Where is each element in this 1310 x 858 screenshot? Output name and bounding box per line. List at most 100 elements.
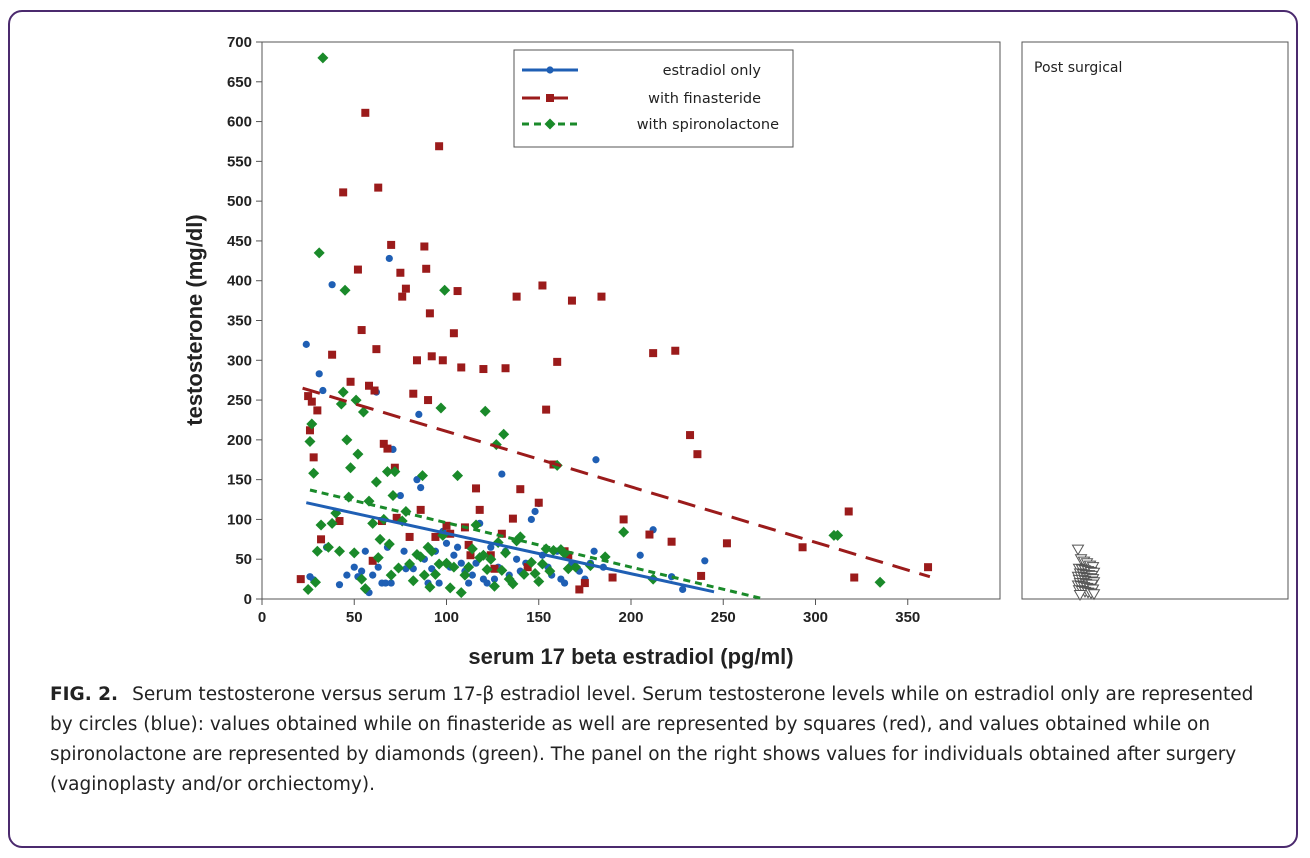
point-diamond-53 xyxy=(441,557,452,569)
y-tick-label-100: 100 xyxy=(227,511,252,528)
point-square-16 xyxy=(370,386,379,395)
x-tick-label-50: 50 xyxy=(346,609,363,626)
point-diamond-7 xyxy=(315,519,327,531)
x-tick-label-200: 200 xyxy=(618,609,643,626)
point-diamond-65 xyxy=(481,564,493,576)
point-diamond-31 xyxy=(381,466,393,478)
point-square-46 xyxy=(464,540,473,549)
point-diamond-95 xyxy=(832,529,844,541)
point-square-52 xyxy=(490,564,499,573)
point-diamond-54 xyxy=(444,582,456,594)
point-square-2 xyxy=(305,426,314,435)
point-diamond-70 xyxy=(496,564,508,576)
point-square-30 xyxy=(412,356,421,365)
point-square-50 xyxy=(479,365,488,374)
point-square-34 xyxy=(424,396,433,405)
point-diamond-29 xyxy=(374,533,386,545)
point-square-37 xyxy=(431,532,440,541)
point-square-83 xyxy=(924,563,933,572)
point-square-32 xyxy=(420,242,429,251)
point-diamond-61 xyxy=(470,519,482,531)
y-tick-label-200: 200 xyxy=(227,432,252,449)
y-axis-label: testosterone (mg/dl) xyxy=(182,214,207,425)
point-circle-14 xyxy=(369,571,377,579)
point-circle-61 xyxy=(531,507,539,516)
point-circle-8 xyxy=(343,571,351,579)
point-circle-73 xyxy=(590,547,598,555)
point-diamond-28 xyxy=(372,552,384,564)
point-circle-29 xyxy=(413,476,421,484)
point-circle-7 xyxy=(335,581,344,589)
point-circle-68 xyxy=(560,579,569,587)
point-circle-18 xyxy=(382,579,390,587)
y-tick-label-50: 50 xyxy=(235,551,252,568)
point-diamond-8 xyxy=(317,52,329,64)
y-tick-label-400: 400 xyxy=(227,273,252,290)
point-diamond-2 xyxy=(306,418,318,430)
point-square-35 xyxy=(425,309,434,318)
point-circle-16 xyxy=(374,563,382,571)
point-square-8 xyxy=(335,517,344,526)
point-circle-21 xyxy=(387,579,395,587)
point-square-58 xyxy=(523,563,532,572)
legend-marker-with-finasteride xyxy=(546,94,554,102)
point-square-33 xyxy=(422,264,431,273)
point-square-40 xyxy=(442,521,451,530)
trend-line-1 xyxy=(302,386,931,579)
point-circle-12 xyxy=(361,547,369,555)
point-square-49 xyxy=(475,505,484,514)
point-diamond-78 xyxy=(525,556,537,568)
point-circle-51 xyxy=(490,575,499,583)
point-diamond-12 xyxy=(333,545,345,557)
point-diamond-46 xyxy=(424,581,436,593)
legend-marker-shape-1 xyxy=(546,94,554,102)
point-diamond-39 xyxy=(404,558,416,570)
point-diamond-23 xyxy=(357,406,369,418)
point-square-72 xyxy=(645,530,654,539)
point-diamond-79 xyxy=(529,568,541,580)
point-diamond-9 xyxy=(322,541,334,553)
point-square-25 xyxy=(396,268,405,277)
x-tick-label-0: 0 xyxy=(258,609,266,626)
legend-label-with-finasteride: with finasteride xyxy=(648,91,761,107)
point-circle-31 xyxy=(417,484,425,492)
point-square-18 xyxy=(374,183,383,192)
point-square-54 xyxy=(501,364,510,373)
point-diamond-27 xyxy=(370,476,382,488)
point-diamond-50 xyxy=(435,402,447,414)
point-diamond-64 xyxy=(479,405,491,417)
point-square-79 xyxy=(722,539,731,548)
point-diamond-34 xyxy=(387,490,399,502)
point-circle-11 xyxy=(358,567,366,575)
point-square-73 xyxy=(649,349,658,358)
y-tick-label-550: 550 xyxy=(227,153,252,170)
point-square-42 xyxy=(449,329,458,338)
point-square-20 xyxy=(379,439,388,448)
point-circle-30 xyxy=(415,410,423,418)
caption-label: FIG. 2. xyxy=(50,684,119,705)
legend-marker-with-spironolactone xyxy=(544,118,556,130)
point-square-31 xyxy=(416,505,425,514)
point-square-68 xyxy=(580,579,589,588)
point-diamond-58 xyxy=(459,569,471,581)
point-diamond-71 xyxy=(498,428,510,440)
y-tick-label-650: 650 xyxy=(227,74,252,91)
x-axis-label: serum 17 beta estradiol (pg/ml) xyxy=(468,644,793,669)
point-square-63 xyxy=(553,357,562,366)
point-diamond-18 xyxy=(345,462,357,474)
point-circle-49 xyxy=(483,579,491,587)
point-diamond-92 xyxy=(618,526,630,538)
legend-label-estradiol-only: estradiol only xyxy=(663,63,762,79)
point-square-74 xyxy=(667,537,676,546)
point-diamond-49 xyxy=(433,558,445,570)
point-diamond-4 xyxy=(310,576,322,588)
point-diamond-5 xyxy=(311,545,323,557)
legend-label-with-spironolactone: with spironolactone xyxy=(637,117,779,133)
point-diamond-26 xyxy=(367,517,379,529)
figure-caption: FIG. 2. Serum testosterone versus serum 1… xyxy=(50,680,1260,800)
post-surgical-point-0 xyxy=(1071,544,1085,556)
point-square-39 xyxy=(438,356,447,365)
point-square-76 xyxy=(686,431,695,440)
y-tick-label-450: 450 xyxy=(227,233,252,250)
point-diamond-1 xyxy=(304,435,316,447)
